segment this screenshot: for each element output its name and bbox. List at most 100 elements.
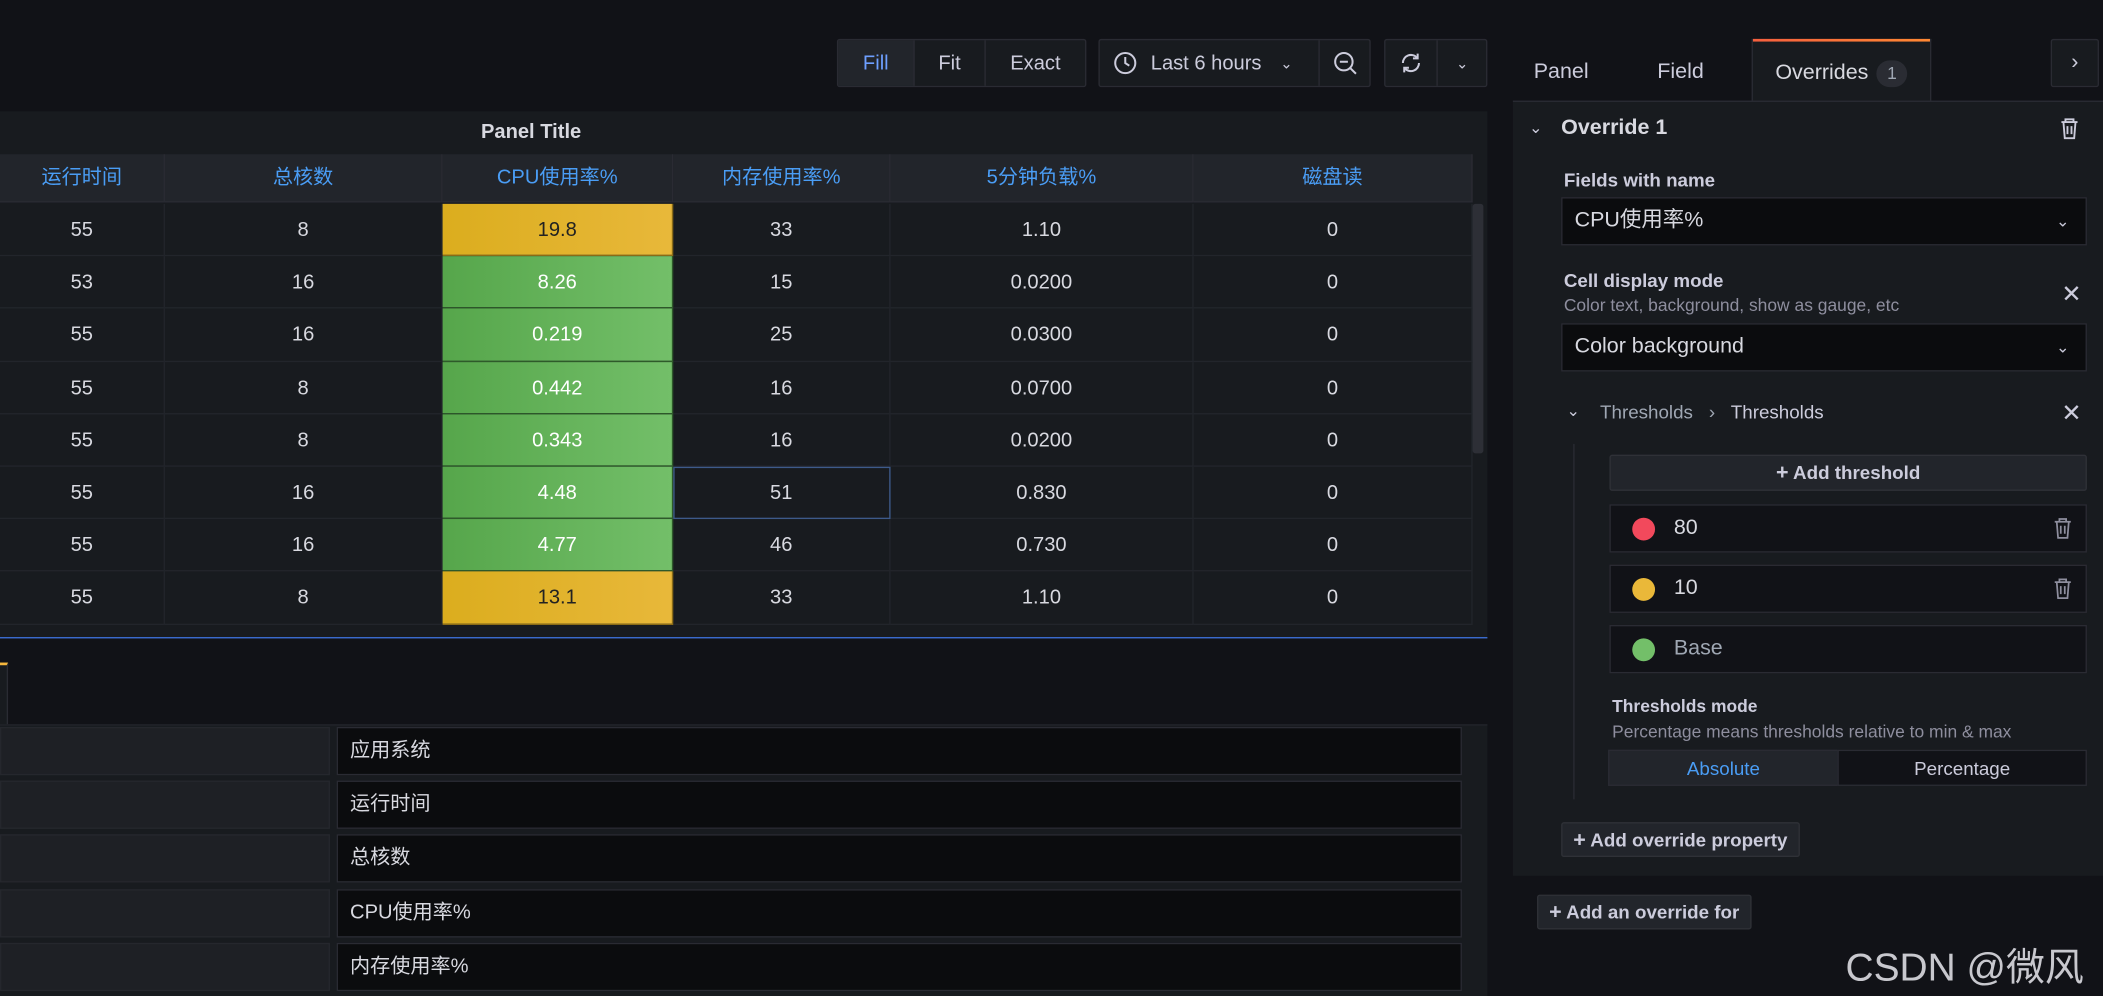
time-range-picker[interactable]: Last 6 hours ⌄ bbox=[1100, 40, 1320, 86]
table-cell[interactable]: 8 bbox=[164, 414, 443, 467]
field-name-input[interactable] bbox=[0, 726, 330, 776]
field-rename-input[interactable]: 内存使用率% bbox=[336, 942, 1462, 991]
chevron-down-icon[interactable]: ⌄ bbox=[1566, 401, 1581, 420]
table-cell[interactable]: 16 bbox=[164, 256, 443, 309]
table-cell[interactable]: 0.0200 bbox=[890, 414, 1194, 467]
table-cell[interactable]: 33 bbox=[673, 203, 891, 257]
column-header[interactable]: 磁盘读 bbox=[1193, 154, 1473, 203]
table-cell[interactable]: 4.77 bbox=[442, 519, 674, 572]
table-cell[interactable]: 55 bbox=[0, 571, 165, 625]
field-name-input[interactable] bbox=[0, 942, 330, 991]
table-cell[interactable]: 16 bbox=[164, 466, 443, 520]
table-cell[interactable]: 1.10 bbox=[890, 203, 1194, 257]
table-cell[interactable]: 0.0200 bbox=[890, 256, 1194, 309]
table-cell[interactable]: 0.730 bbox=[890, 519, 1194, 572]
table-cell[interactable]: 0.0300 bbox=[890, 308, 1194, 362]
table-cell[interactable]: 1.10 bbox=[890, 571, 1194, 625]
threshold-value[interactable]: 10 bbox=[1673, 576, 1698, 600]
add-override-property-button[interactable]: + Add override property bbox=[1561, 822, 1800, 858]
exact-button[interactable]: Exact bbox=[1010, 51, 1061, 75]
table-cell[interactable]: 55 bbox=[0, 308, 165, 362]
refresh-interval-dropdown[interactable]: ⌄ bbox=[1456, 55, 1469, 72]
table-scrollbar[interactable] bbox=[1472, 203, 1484, 454]
fill-button[interactable]: Fill bbox=[838, 40, 915, 86]
cell-display-mode-select[interactable]: Color background ⌄ bbox=[1561, 323, 2087, 372]
column-header[interactable]: 运行时间 bbox=[0, 154, 165, 203]
table-cell[interactable]: 53 bbox=[0, 256, 165, 309]
table-cell[interactable]: 0 bbox=[1193, 466, 1473, 520]
table-cell[interactable]: 25 bbox=[673, 308, 891, 362]
color-swatch[interactable] bbox=[1632, 578, 1656, 601]
percentage-mode-button[interactable]: Percentage bbox=[1837, 749, 2087, 786]
field-name-input[interactable] bbox=[0, 888, 330, 937]
table-cell[interactable]: 55 bbox=[0, 466, 165, 520]
close-icon[interactable]: ✕ bbox=[2061, 399, 2082, 427]
field-rename-input[interactable]: 运行时间 bbox=[336, 780, 1462, 830]
override-title[interactable]: Override 1 bbox=[1561, 116, 1668, 140]
fields-with-name-select[interactable]: CPU使用率% ⌄ bbox=[1561, 197, 2087, 246]
color-swatch[interactable] bbox=[1632, 517, 1656, 541]
fit-button[interactable]: Fit bbox=[915, 40, 986, 86]
refresh-button[interactable] bbox=[1385, 40, 1439, 86]
table-cell[interactable]: 4.48 bbox=[442, 466, 674, 520]
collapse-sidebar-button[interactable]: › bbox=[2050, 38, 2099, 88]
table-cell[interactable]: 0 bbox=[1193, 308, 1473, 362]
table-cell[interactable]: 13.1 bbox=[442, 571, 674, 625]
trash-icon[interactable] bbox=[2053, 566, 2072, 612]
table-cell[interactable]: 16 bbox=[164, 308, 443, 362]
threshold-row[interactable]: 80 bbox=[1609, 504, 2087, 553]
table-cell[interactable]: 16 bbox=[164, 519, 443, 572]
table-cell[interactable]: 33 bbox=[673, 571, 891, 625]
table-cell[interactable]: 0.343 bbox=[442, 414, 674, 467]
field-rename-input[interactable]: 应用系统 bbox=[336, 726, 1462, 776]
close-icon[interactable]: ✕ bbox=[2061, 280, 2082, 308]
table-cell[interactable]: 8 bbox=[164, 203, 443, 257]
column-header[interactable]: 总核数 bbox=[164, 154, 443, 203]
threshold-row-base: Base bbox=[1609, 624, 2087, 674]
absolute-mode-button[interactable]: Absolute bbox=[1608, 749, 1839, 786]
trash-icon[interactable] bbox=[2059, 117, 2080, 140]
color-swatch[interactable] bbox=[1632, 638, 1656, 662]
table-cell[interactable]: 0 bbox=[1193, 519, 1473, 572]
table-cell[interactable]: 46 bbox=[673, 519, 891, 572]
table-cell[interactable]: 19.8 bbox=[442, 203, 674, 257]
table-cell[interactable]: 16 bbox=[673, 414, 891, 467]
field-rename-input[interactable]: 总核数 bbox=[336, 834, 1462, 884]
table-cell[interactable]: 15 bbox=[673, 256, 891, 309]
add-threshold-button[interactable]: + Add threshold bbox=[1609, 454, 2087, 491]
threshold-value[interactable]: 80 bbox=[1673, 516, 1698, 540]
chevron-down-icon[interactable]: ⌄ bbox=[1528, 118, 1543, 137]
table-cell[interactable]: 0.219 bbox=[442, 308, 674, 362]
tab-panel[interactable]: Panel bbox=[1533, 60, 1589, 84]
table-cell[interactable]: 0 bbox=[1193, 571, 1473, 625]
table-cell[interactable]: 8.26 bbox=[442, 256, 674, 309]
tab-field[interactable]: Field bbox=[1657, 60, 1704, 84]
add-override-for-button[interactable]: + Add an override for bbox=[1537, 894, 1752, 930]
column-header[interactable]: 5分钟负载% bbox=[890, 154, 1194, 203]
table-cell[interactable]: 55 bbox=[0, 414, 165, 467]
table-cell[interactable]: 55 bbox=[0, 519, 165, 572]
table-cell[interactable]: 55 bbox=[0, 203, 165, 257]
table-cell[interactable]: 0.0700 bbox=[890, 361, 1194, 415]
table-cell[interactable]: 0.830 bbox=[890, 466, 1194, 520]
field-name-input[interactable] bbox=[0, 834, 330, 884]
field-name-input[interactable] bbox=[0, 780, 330, 830]
table-cell[interactable]: 55 bbox=[0, 361, 165, 415]
threshold-row[interactable]: 10 bbox=[1609, 564, 2087, 613]
table-cell[interactable]: 51 bbox=[673, 466, 891, 520]
table-cell[interactable]: 0 bbox=[1193, 203, 1473, 257]
column-header[interactable]: CPU使用率% bbox=[442, 154, 674, 203]
table-cell[interactable]: 0 bbox=[1193, 414, 1473, 467]
column-header[interactable]: 内存使用率% bbox=[673, 154, 891, 203]
table-cell[interactable]: 16 bbox=[673, 361, 891, 415]
zoom-out-button[interactable] bbox=[1320, 40, 1369, 86]
table-cell[interactable]: 0.442 bbox=[442, 361, 674, 415]
tab-overrides[interactable]: Overrides 1 bbox=[1751, 38, 1932, 102]
table-cell[interactable]: 8 bbox=[164, 571, 443, 625]
table-cell[interactable]: 8 bbox=[164, 361, 443, 415]
table-cell[interactable]: 0 bbox=[1193, 361, 1473, 415]
table-cell[interactable]: 0 bbox=[1193, 256, 1473, 309]
query-tab[interactable] bbox=[0, 662, 9, 725]
field-rename-input[interactable]: CPU使用率% bbox=[336, 888, 1462, 937]
trash-icon[interactable] bbox=[2053, 506, 2072, 552]
